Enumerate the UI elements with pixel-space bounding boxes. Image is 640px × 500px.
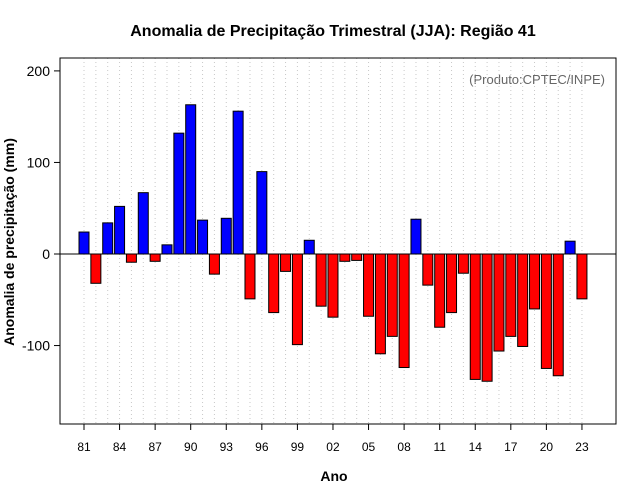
bar-1999	[291, 253, 303, 346]
bar-2019	[529, 253, 541, 310]
y-axis-title: Anomalia de precipitação (mm)	[1, 138, 17, 346]
bar-2001	[315, 253, 327, 307]
bar-2016	[493, 253, 505, 352]
x-tick-label-96: 96	[255, 440, 269, 454]
x-axis: 81 84 87 90 93 96 99 02 05 08 11 14 17 20 23	[77, 424, 589, 454]
x-tick-label-87: 87	[148, 440, 162, 454]
bar-1992	[208, 253, 220, 275]
bar-2005	[363, 253, 375, 317]
x-tick-label-93: 93	[220, 440, 234, 454]
bar-2012	[446, 253, 458, 314]
x-tick-label-17: 17	[504, 440, 518, 454]
bar-2011	[434, 253, 446, 328]
bar-2023	[576, 253, 588, 300]
bar-1997	[268, 253, 280, 314]
bar-1995	[244, 253, 256, 300]
x-tick-label-08: 08	[397, 440, 411, 454]
bar-2010	[422, 253, 434, 286]
y-tick-label-0: 0	[42, 246, 50, 262]
bar-2009	[410, 218, 422, 255]
bar-2022	[564, 240, 576, 255]
bar-1987	[149, 253, 161, 262]
bar-2000	[303, 239, 315, 255]
bar-1983	[102, 222, 114, 255]
bar-2014	[469, 253, 481, 380]
bar-2007	[386, 253, 398, 337]
bar-2013	[457, 253, 469, 274]
bars	[78, 104, 588, 382]
x-tick-label-20: 20	[540, 440, 554, 454]
bar-1981	[78, 231, 90, 255]
y-tick-label-100: 100	[27, 154, 51, 170]
x-tick-label-23: 23	[575, 440, 589, 454]
bar-1986	[137, 192, 149, 255]
bar-2017	[505, 253, 517, 337]
x-tick-label-90: 90	[184, 440, 198, 454]
x-axis-title: Ano	[320, 468, 347, 484]
bar-2021	[552, 253, 564, 377]
bar-1990	[185, 104, 197, 255]
plot-frame	[59, 57, 617, 425]
bar-2003	[339, 253, 351, 262]
bar-2004	[351, 253, 363, 261]
bar-1988	[161, 244, 173, 255]
bar-1989	[173, 132, 185, 255]
bar-2020	[540, 253, 552, 369]
x-tick-label-05: 05	[362, 440, 376, 454]
bar-1984	[114, 205, 126, 255]
bar-1982	[90, 253, 102, 284]
bar-1985	[125, 253, 137, 263]
bar-1991	[197, 219, 209, 255]
y-tick-label--100: -100	[22, 338, 50, 354]
bar-2006	[374, 253, 386, 355]
y-axis: -100 0 100 200	[22, 63, 60, 354]
source-annotation: (Produto:CPTEC/INPE)	[469, 72, 605, 87]
grid-lines	[83, 58, 583, 424]
x-tick-label-11: 11	[433, 440, 446, 454]
bar-2002	[327, 253, 339, 318]
x-tick-label-84: 84	[113, 440, 127, 454]
bar-2018	[517, 253, 529, 347]
bar-1998	[280, 253, 292, 272]
y-tick-label-200: 200	[27, 63, 51, 79]
bar-2008	[398, 253, 410, 369]
x-tick-label-02: 02	[326, 440, 340, 454]
x-tick-label-81: 81	[77, 440, 91, 454]
bar-1996	[256, 171, 268, 255]
bar-2015	[481, 253, 493, 382]
x-tick-label-99: 99	[291, 440, 305, 454]
bar-1993	[220, 217, 232, 255]
chart-title: Anomalia de Precipitação Trimestral (JJA…	[130, 23, 536, 40]
x-tick-label-14: 14	[469, 440, 483, 454]
bar-1994	[232, 110, 244, 255]
